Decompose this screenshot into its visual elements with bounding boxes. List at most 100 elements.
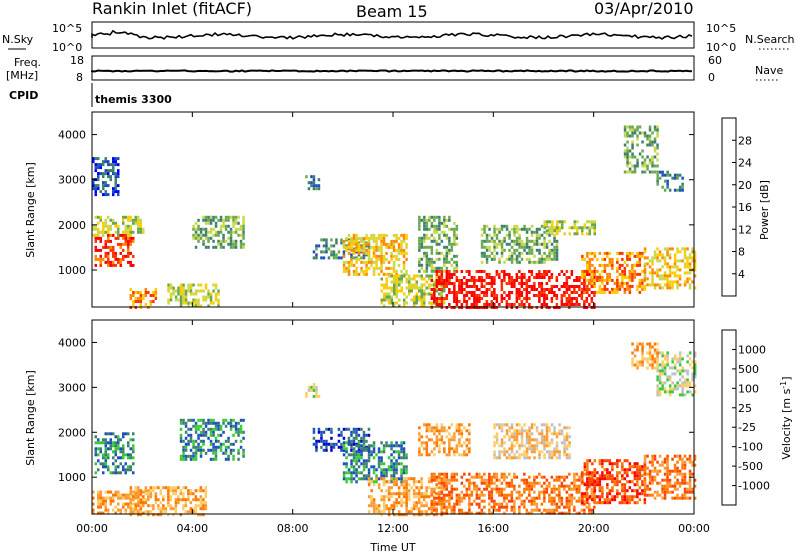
scatter-cell-1-7 xyxy=(387,510,391,514)
scatter-cell-1-2 xyxy=(159,492,163,496)
scatter-cell-0-5 xyxy=(242,236,245,240)
scatter-cell-0-11 xyxy=(505,282,509,285)
scatter-cell-0-15 xyxy=(653,256,657,260)
scatter-cell-0-11 xyxy=(550,285,554,288)
scatter-cell-1-3 xyxy=(224,439,228,443)
scatter-cell-0-15 xyxy=(686,265,689,269)
scatter-cell-1-8 xyxy=(433,432,436,436)
scatter-cell-0-4 xyxy=(217,298,220,302)
scatter-cell-1-2 xyxy=(169,498,173,502)
scatter-cell-1-9 xyxy=(483,481,486,485)
scatter-cell-1-10 xyxy=(505,423,509,427)
scatter-cell-1-2 xyxy=(137,489,140,493)
scatter-cell-1-3 xyxy=(242,451,245,455)
scatter-cell-1-11 xyxy=(631,480,634,484)
scatter-cell-0-11 xyxy=(475,300,479,303)
scatter-cell-1-9 xyxy=(538,490,541,494)
scatter-cell-0-4 xyxy=(204,298,208,302)
scatter-cell-1-5 xyxy=(315,442,318,446)
scatter-cell-0-10 xyxy=(428,227,431,231)
scatter-cell-1-10 xyxy=(543,441,546,445)
scatter-cell-0-11 xyxy=(550,276,554,279)
scatter-cell-0-12 xyxy=(503,236,506,240)
scatter-cell-1-9 xyxy=(523,502,526,506)
scatter-cell-0-10 xyxy=(423,245,426,249)
scatter-cell-1-13 xyxy=(681,393,684,397)
scatter-cell-0-9 xyxy=(413,298,416,302)
scatter-cell-1-13 xyxy=(666,375,669,379)
scatter-cell-0-8 xyxy=(392,263,396,267)
scatter-cell-0-5 xyxy=(239,242,243,246)
scatter-cell-1-10 xyxy=(543,438,546,442)
y-tick-label: 1000 xyxy=(58,264,86,277)
scatter-cell-0-4 xyxy=(192,301,195,305)
scatter-cell-1-9 xyxy=(550,499,554,503)
scatter-cell-0-8 xyxy=(397,245,401,249)
scatter-cell-0-10 xyxy=(440,266,444,270)
scatter-cell-0-15 xyxy=(673,253,677,257)
scatter-cell-1-13 xyxy=(656,390,659,394)
scatter-cell-0-2 xyxy=(109,163,112,167)
scatter-cell-1-1 xyxy=(102,511,105,515)
scatter-cell-0-5 xyxy=(212,227,215,231)
scatter-cell-0-13 xyxy=(576,232,579,236)
scatter-cell-0-11 xyxy=(570,300,574,303)
scatter-cell-1-9 xyxy=(525,511,529,515)
scatter-cell-0-12 xyxy=(483,251,486,255)
scatter-cell-1-7 xyxy=(400,504,403,508)
scatter-cell-1-4 xyxy=(315,391,318,395)
scatter-cell-1-9 xyxy=(438,502,441,506)
scatter-cell-1-9 xyxy=(438,481,441,485)
scatter-cell-0-12 xyxy=(543,242,546,246)
scatter-cell-0-0 xyxy=(119,260,122,264)
scatter-cell-1-9 xyxy=(540,475,544,479)
scatter-cell-0-8 xyxy=(365,248,368,252)
scatter-cell-0-11 xyxy=(585,273,589,276)
scatter-cell-1-11 xyxy=(613,483,617,487)
scatter-cell-1-5 xyxy=(320,439,323,443)
scatter-cell-1-5 xyxy=(340,445,343,449)
scatter-cell-1-0 xyxy=(109,432,112,436)
scatter-cell-0-12 xyxy=(535,236,539,240)
scatter-cell-0-11 xyxy=(483,285,486,288)
scatter-cell-0-10 xyxy=(418,245,421,249)
colorbar-tick-label: 12 xyxy=(738,223,752,236)
scatter-cell-1-7 xyxy=(400,501,403,505)
scatter-cell-0-10 xyxy=(433,230,436,234)
scatter-cell-1-10 xyxy=(518,447,521,451)
scatter-cell-1-10 xyxy=(513,432,516,436)
scatter-cell-0-11 xyxy=(460,285,464,288)
freq-panel-frame xyxy=(91,55,695,81)
scatter-cell-0-11 xyxy=(460,291,464,294)
scatter-cell-1-0 xyxy=(97,453,100,457)
scatter-cell-1-9 xyxy=(435,478,439,482)
scatter-cell-0-8 xyxy=(360,260,363,264)
scatter-cell-1-3 xyxy=(237,430,240,434)
scatter-cell-0-3 xyxy=(144,288,148,291)
scatter-cell-0-4 xyxy=(179,298,183,302)
scatter-cell-0-8 xyxy=(392,239,396,243)
scatter-cell-1-6 xyxy=(382,462,386,466)
scatter-cell-0-15 xyxy=(648,283,652,287)
scatter-cell-0-11 xyxy=(535,273,539,276)
freq-label-1: Freq. xyxy=(14,56,41,69)
nave-label: Nave xyxy=(755,64,783,77)
scatter-cell-1-6 xyxy=(342,462,346,466)
scatter-cell-0-9 xyxy=(393,304,396,308)
scatter-cell-1-6 xyxy=(390,474,393,478)
scatter-cell-0-1 xyxy=(127,218,130,222)
scatter-cell-1-0 xyxy=(132,444,135,448)
scatter-cell-0-16 xyxy=(653,170,657,174)
scatter-cell-0-14 xyxy=(603,266,607,270)
scatter-cell-0-9 xyxy=(383,283,386,287)
scatter-cell-1-9 xyxy=(448,490,451,494)
scatter-cell-0-8 xyxy=(375,266,378,270)
scatter-cell-0-9 xyxy=(405,295,408,299)
scatter-cell-1-9 xyxy=(498,478,501,482)
scatter-cell-1-11 xyxy=(598,498,602,502)
scatter-cell-0-10 xyxy=(430,248,434,252)
scatter-cell-0-5 xyxy=(214,221,218,225)
scatter-cell-1-7 xyxy=(385,480,388,484)
scatter-cell-1-9 xyxy=(480,511,484,515)
scatter-cell-0-15 xyxy=(651,283,654,287)
